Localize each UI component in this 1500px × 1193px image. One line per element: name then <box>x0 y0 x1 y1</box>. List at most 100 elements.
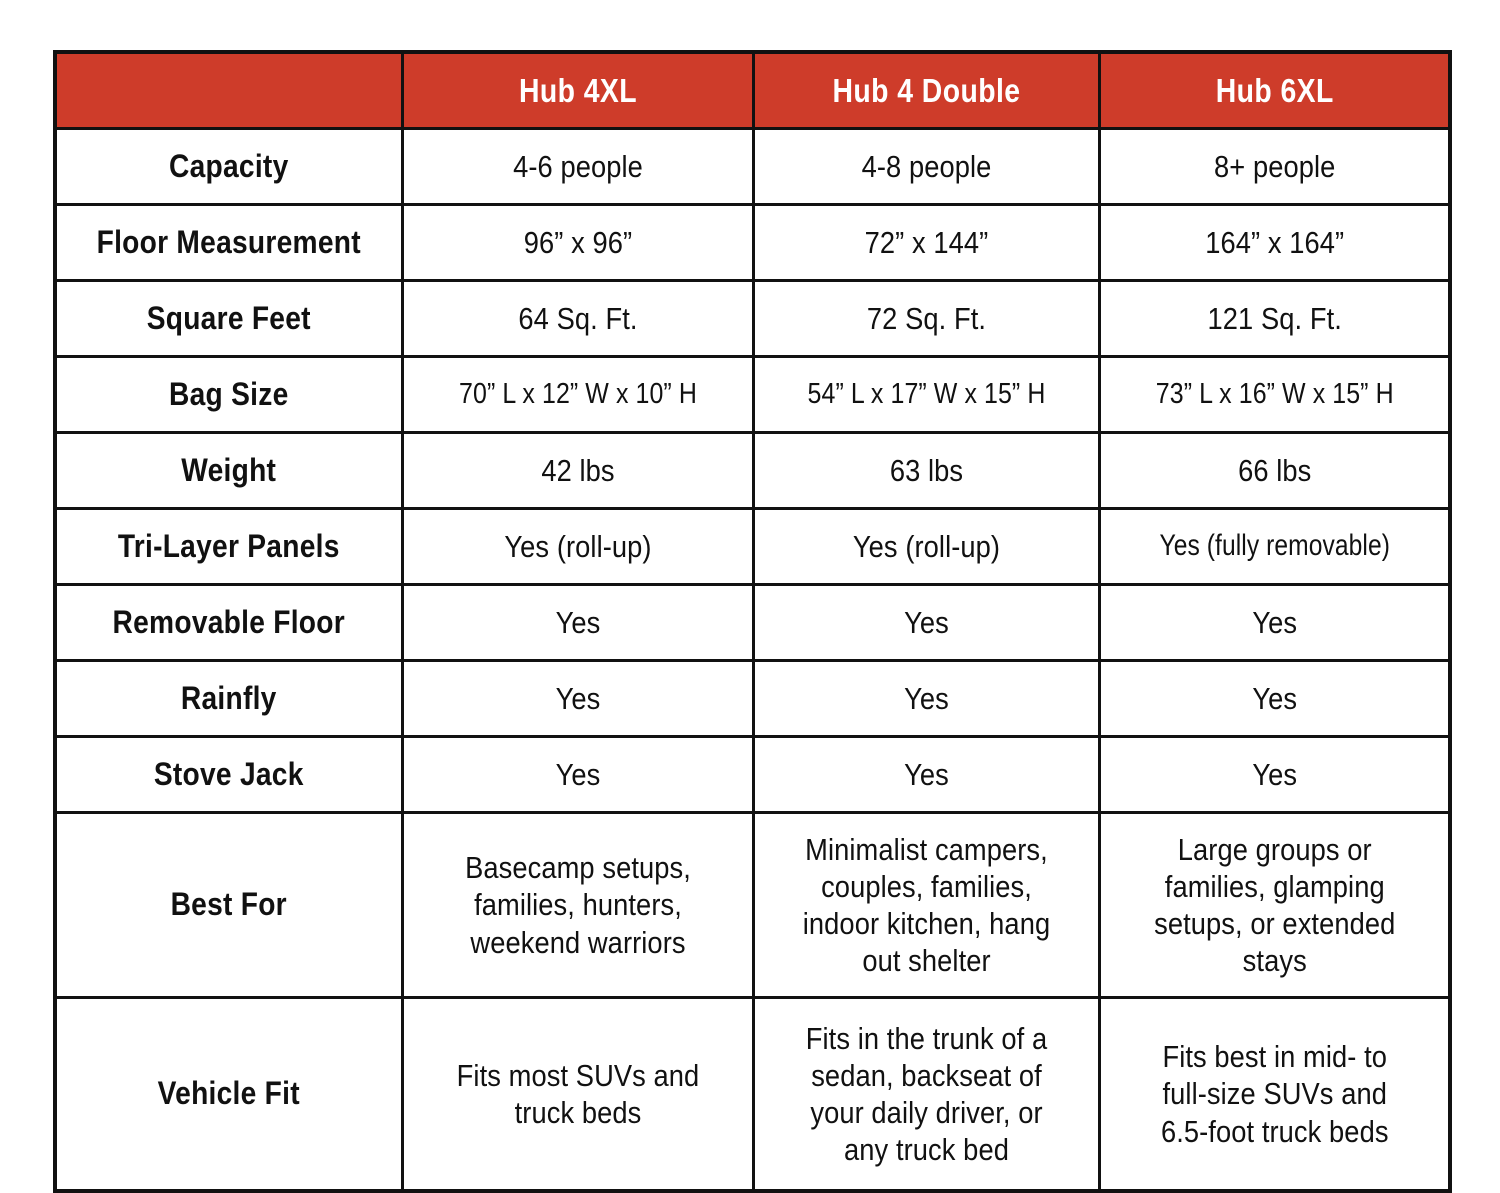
cell-value: Yes <box>1251 680 1297 716</box>
cell-value: 72” x 144” <box>864 224 988 260</box>
cell-value: 70” L x 12” W x 10” H <box>458 377 697 410</box>
table-row-weight: Weight 42 lbs 63 lbs 66 lbs <box>53 431 1452 510</box>
row-label-weight: Weight <box>53 431 404 510</box>
cell-value: 54” L x 17” W x 15” H <box>807 377 1045 410</box>
cell-value: 63 lbs <box>889 452 963 488</box>
cell-bag-size-hub4xl: 70” L x 12” W x 10” H <box>400 355 755 434</box>
cell-value: Fits most SUVs and truck beds <box>456 1057 699 1130</box>
column-header-hub4xl: Hub 4XL <box>400 50 755 130</box>
table-header-row: Hub 4XL Hub 4 Double Hub 6XL <box>53 50 1452 130</box>
cell-value: Yes <box>555 604 600 640</box>
product-comparison-table: Hub 4XL Hub 4 Double Hub 6XL Capacity 4-… <box>53 50 1452 1193</box>
cell-square-feet-hub4xl: 64 Sq. Ft. <box>400 279 755 358</box>
row-label-text: Square Feet <box>146 299 311 336</box>
row-label-text: Vehicle Fit <box>157 1075 300 1112</box>
page-root: Hub 4XL Hub 4 Double Hub 6XL Capacity 4-… <box>53 50 1452 1193</box>
row-label-best-for: Best For <box>53 811 404 999</box>
table-row-rainfly: Rainfly Yes Yes Yes <box>53 659 1452 738</box>
cell-bag-size-hub4double: 54” L x 17” W x 15” H <box>751 355 1101 434</box>
table-body: Capacity 4-6 people 4-8 people 8+ people… <box>53 127 1452 1193</box>
column-header-hub6xl: Hub 6XL <box>1097 50 1452 130</box>
row-label-square-feet: Square Feet <box>53 279 404 358</box>
row-label-text: Rainfly <box>180 679 277 716</box>
cell-floor-measurement-hub4xl: 96” x 96” <box>400 203 755 282</box>
cell-value: Fits in the trunk of a sedan, backseat o… <box>805 1020 1047 1168</box>
cell-weight-hub4double: 63 lbs <box>751 431 1101 510</box>
cell-rainfly-hub4xl: Yes <box>400 659 755 738</box>
cell-value: 121 Sq. Ft. <box>1207 300 1342 336</box>
cell-value: Yes <box>903 756 949 792</box>
cell-best-for-hub6xl: Large groups or families, glamping setup… <box>1097 811 1452 999</box>
cell-tri-layer-panels-hub6xl: Yes (fully removable) <box>1097 507 1452 586</box>
table-row-bag-size: Bag Size 70” L x 12” W x 10” H 54” L x 1… <box>53 355 1452 434</box>
row-label-capacity: Capacity <box>53 127 404 206</box>
cell-square-feet-hub4double: 72 Sq. Ft. <box>751 279 1101 358</box>
cell-floor-measurement-hub6xl: 164” x 164” <box>1097 203 1452 282</box>
cell-value: 73” L x 16” W x 15” H <box>1155 377 1394 410</box>
row-label-tri-layer-panels: Tri-Layer Panels <box>53 507 404 586</box>
cell-stove-jack-hub6xl: Yes <box>1097 735 1452 814</box>
cell-square-feet-hub6xl: 121 Sq. Ft. <box>1097 279 1452 358</box>
cell-stove-jack-hub4double: Yes <box>751 735 1101 814</box>
cell-rainfly-hub6xl: Yes <box>1097 659 1452 738</box>
cell-value: Yes <box>1251 604 1297 640</box>
cell-vehicle-fit-hub4double: Fits in the trunk of a sedan, backseat o… <box>751 996 1101 1193</box>
table-row-floor-measurement: Floor Measurement 96” x 96” 72” x 144” 1… <box>53 203 1452 282</box>
table-row-best-for: Best For Basecamp setups, families, hunt… <box>53 811 1452 999</box>
row-label-text: Removable Floor <box>112 603 345 640</box>
cell-removable-floor-hub6xl: Yes <box>1097 583 1452 662</box>
table-row-tri-layer-panels: Tri-Layer Panels Yes (roll-up) Yes (roll… <box>53 507 1452 586</box>
column-header-label: Hub 6XL <box>1215 72 1334 109</box>
cell-value: Yes <box>555 680 600 716</box>
table-row-removable-floor: Removable Floor Yes Yes Yes <box>53 583 1452 662</box>
row-label-vehicle-fit: Vehicle Fit <box>53 996 404 1193</box>
cell-value: Yes (fully removable) <box>1158 529 1390 563</box>
cell-floor-measurement-hub4double: 72” x 144” <box>751 203 1101 282</box>
cell-value: Large groups or families, glamping setup… <box>1153 831 1395 979</box>
cell-value: Yes (roll-up) <box>852 528 1000 564</box>
cell-value: Fits best in mid- to full-size SUVs and … <box>1160 1039 1389 1149</box>
column-header-label: Hub 4 Double <box>831 72 1021 109</box>
cell-value: 72 Sq. Ft. <box>866 300 986 336</box>
cell-vehicle-fit-hub4xl: Fits most SUVs and truck beds <box>400 996 755 1193</box>
row-label-text: Floor Measurement <box>96 223 361 260</box>
table-row-capacity: Capacity 4-6 people 4-8 people 8+ people <box>53 127 1452 206</box>
table-corner-cell <box>53 50 404 130</box>
cell-value: 164” x 164” <box>1204 224 1344 260</box>
table-row-square-feet: Square Feet 64 Sq. Ft. 72 Sq. Ft. 121 Sq… <box>53 279 1452 358</box>
cell-removable-floor-hub4double: Yes <box>751 583 1101 662</box>
cell-value: 96” x 96” <box>523 224 632 260</box>
cell-value: 4-6 people <box>512 148 643 184</box>
table-header: Hub 4XL Hub 4 Double Hub 6XL <box>53 50 1452 130</box>
cell-vehicle-fit-hub6xl: Fits best in mid- to full-size SUVs and … <box>1097 996 1452 1193</box>
cell-stove-jack-hub4xl: Yes <box>400 735 755 814</box>
cell-capacity-hub4xl: 4-6 people <box>400 127 755 206</box>
cell-best-for-hub4xl: Basecamp setups, families, hunters, week… <box>400 811 755 999</box>
cell-value: Basecamp setups, families, hunters, week… <box>464 850 691 960</box>
row-label-bag-size: Bag Size <box>53 355 404 434</box>
row-label-text: Capacity <box>168 147 289 184</box>
row-label-text: Best For <box>170 886 287 923</box>
row-label-text: Weight <box>181 451 277 488</box>
cell-value: Yes <box>903 680 949 716</box>
cell-value: Yes <box>555 756 600 792</box>
cell-value: Yes (roll-up) <box>503 528 652 564</box>
cell-tri-layer-panels-hub4xl: Yes (roll-up) <box>400 507 755 586</box>
cell-value: 8+ people <box>1213 148 1335 184</box>
cell-weight-hub4xl: 42 lbs <box>400 431 755 510</box>
cell-bag-size-hub6xl: 73” L x 16” W x 15” H <box>1097 355 1452 434</box>
cell-capacity-hub6xl: 8+ people <box>1097 127 1452 206</box>
cell-tri-layer-panels-hub4double: Yes (roll-up) <box>751 507 1101 586</box>
cell-best-for-hub4double: Minimalist campers, couples, families, i… <box>751 811 1101 999</box>
cell-removable-floor-hub4xl: Yes <box>400 583 755 662</box>
row-label-text: Tri-Layer Panels <box>117 527 340 564</box>
row-label-rainfly: Rainfly <box>53 659 404 738</box>
cell-capacity-hub4double: 4-8 people <box>751 127 1101 206</box>
cell-value: Minimalist campers, couples, families, i… <box>802 831 1050 979</box>
row-label-text: Stove Jack <box>153 755 304 792</box>
cell-value: Yes <box>903 604 949 640</box>
column-header-hub4double: Hub 4 Double <box>751 50 1101 130</box>
table-row-vehicle-fit: Vehicle Fit Fits most SUVs and truck bed… <box>53 996 1452 1193</box>
table-row-stove-jack: Stove Jack Yes Yes Yes <box>53 735 1452 814</box>
column-header-label: Hub 4XL <box>518 72 637 109</box>
